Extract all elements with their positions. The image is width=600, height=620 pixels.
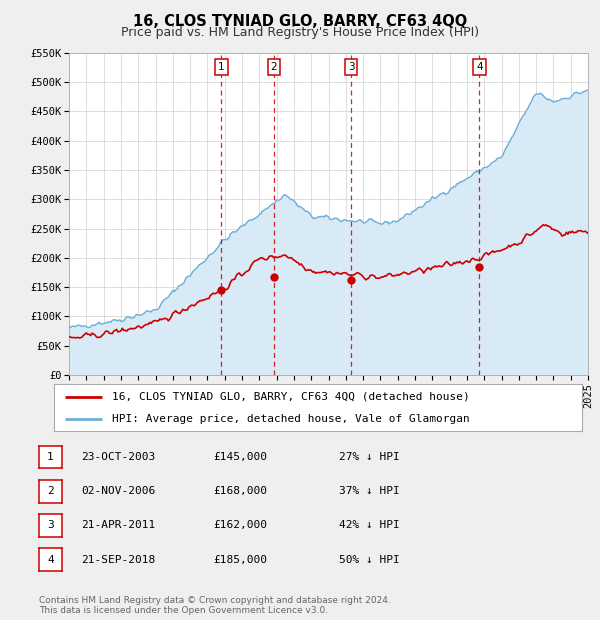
Text: 3: 3 [47,520,54,531]
Text: Price paid vs. HM Land Registry's House Price Index (HPI): Price paid vs. HM Land Registry's House … [121,26,479,39]
Text: 1: 1 [47,452,54,463]
Text: 50% ↓ HPI: 50% ↓ HPI [339,554,400,565]
Text: 21-SEP-2018: 21-SEP-2018 [81,554,155,565]
Text: £185,000: £185,000 [213,554,267,565]
Text: 37% ↓ HPI: 37% ↓ HPI [339,486,400,497]
Text: £162,000: £162,000 [213,520,267,531]
Text: 2: 2 [271,62,277,72]
Text: 16, CLOS TYNIAD GLO, BARRY, CF63 4QQ: 16, CLOS TYNIAD GLO, BARRY, CF63 4QQ [133,14,467,29]
Text: 23-OCT-2003: 23-OCT-2003 [81,452,155,463]
Text: Contains HM Land Registry data © Crown copyright and database right 2024.
This d: Contains HM Land Registry data © Crown c… [39,596,391,615]
Text: £145,000: £145,000 [213,452,267,463]
Text: 4: 4 [47,554,54,565]
Text: 21-APR-2011: 21-APR-2011 [81,520,155,531]
Text: 16, CLOS TYNIAD GLO, BARRY, CF63 4QQ (detached house): 16, CLOS TYNIAD GLO, BARRY, CF63 4QQ (de… [112,392,470,402]
Text: 3: 3 [348,62,355,72]
Text: HPI: Average price, detached house, Vale of Glamorgan: HPI: Average price, detached house, Vale… [112,414,470,424]
Text: 1: 1 [218,62,225,72]
Text: 2: 2 [47,486,54,497]
Text: 02-NOV-2006: 02-NOV-2006 [81,486,155,497]
Text: £168,000: £168,000 [213,486,267,497]
Text: 27% ↓ HPI: 27% ↓ HPI [339,452,400,463]
Text: 42% ↓ HPI: 42% ↓ HPI [339,520,400,531]
Text: 4: 4 [476,62,482,72]
